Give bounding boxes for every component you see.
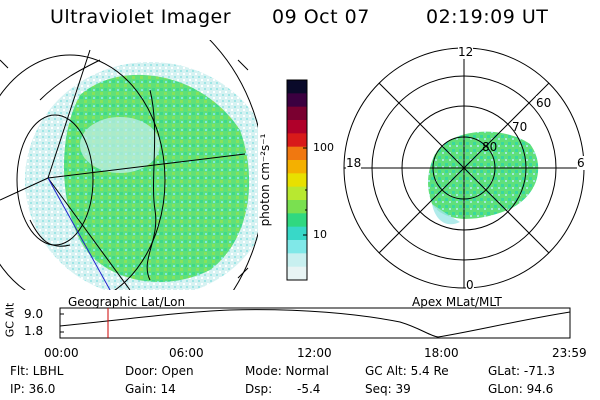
x-tick-2359: 23:59 (552, 346, 587, 360)
info-dsp-value: -5.4 (297, 382, 321, 396)
mlt-line (378, 82, 550, 254)
latitude-circle (16, 114, 94, 246)
mlat-label-60: 60 (536, 96, 552, 110)
mlt-label-12: 12 (458, 45, 474, 59)
observation-time: 02:19:09 UT (426, 6, 549, 28)
x-tick-0000: 00:00 (44, 346, 79, 360)
info-door: Door: Open (125, 364, 194, 378)
colorbar-band (287, 80, 307, 94)
altitude-curve (59, 309, 571, 338)
x-tick-0600: 06:00 (169, 346, 204, 360)
polar-plot (343, 47, 585, 289)
info-glat: GLat: -71.3 (488, 364, 555, 378)
colorbar-band (287, 106, 307, 121)
colorbar-band (287, 253, 307, 268)
info-dsp: Dsp: (245, 382, 273, 396)
colorbar-band (287, 173, 307, 188)
mlt-label-6: 6 (577, 156, 585, 170)
altitude-plot (59, 307, 571, 339)
info-glon: GLon: 94.6 (488, 382, 554, 396)
colorbar-band (287, 93, 307, 108)
colorbar-unit-label: photon cm⁻²s⁻¹ (258, 133, 272, 227)
mlat-label-70: 70 (512, 120, 528, 134)
colorbar (286, 79, 308, 281)
x-tick-1800: 18:00 (424, 346, 459, 360)
colorbar-band (287, 213, 307, 228)
colorbar-band (287, 240, 307, 254)
colorbar-tick-10: 10 (313, 228, 327, 241)
info-gc-alt: GC Alt: 5.4 Re (365, 364, 449, 378)
geographic-label: Geographic Lat/Lon (68, 295, 186, 309)
info-mode: Mode: Normal (245, 364, 329, 378)
x-tick-1200: 12:00 (297, 346, 332, 360)
colorbar-band (287, 226, 307, 241)
colorbar-band (287, 186, 307, 201)
auroral-oval (428, 131, 539, 219)
info-flt: Flt: LBHL (10, 364, 64, 378)
info-seq: Seq: 39 (365, 382, 411, 396)
colorbar-gradient (287, 80, 307, 281)
observation-date: 09 Oct 07 (272, 6, 370, 28)
colorbar-tick-100: 100 (313, 141, 334, 154)
meridian-line (47, 177, 131, 290)
altitude-tick-9: 9.0 (24, 307, 44, 321)
info-gain: Gain: 14 (125, 382, 176, 396)
info-ip: IP: 36.0 (10, 382, 56, 396)
app-title: Ultraviolet Imager (50, 6, 232, 28)
mlt-label-0: 0 (466, 278, 474, 292)
altitude-plot-frame (59, 307, 571, 339)
colorbar-band (287, 133, 307, 148)
colorbar-band (287, 160, 307, 174)
latitude-circle (0, 54, 166, 290)
colorbar-band (287, 146, 307, 161)
mlat-label-80: 80 (482, 140, 498, 154)
meridian-line (47, 177, 111, 290)
meridian-line (47, 49, 91, 179)
altitude-y-label: GC Alt (3, 302, 17, 338)
colorbar-band (287, 200, 307, 214)
coastline (146, 89, 157, 281)
meridian-line (47, 153, 246, 179)
geographic-image (0, 40, 258, 290)
apex-label: Apex MLat/MLT (412, 295, 502, 309)
mlt-label-18: 18 (346, 156, 362, 170)
colorbar-band (287, 266, 307, 281)
colorbar-band (287, 120, 307, 134)
altitude-tick-1-8: 1.8 (24, 324, 44, 338)
